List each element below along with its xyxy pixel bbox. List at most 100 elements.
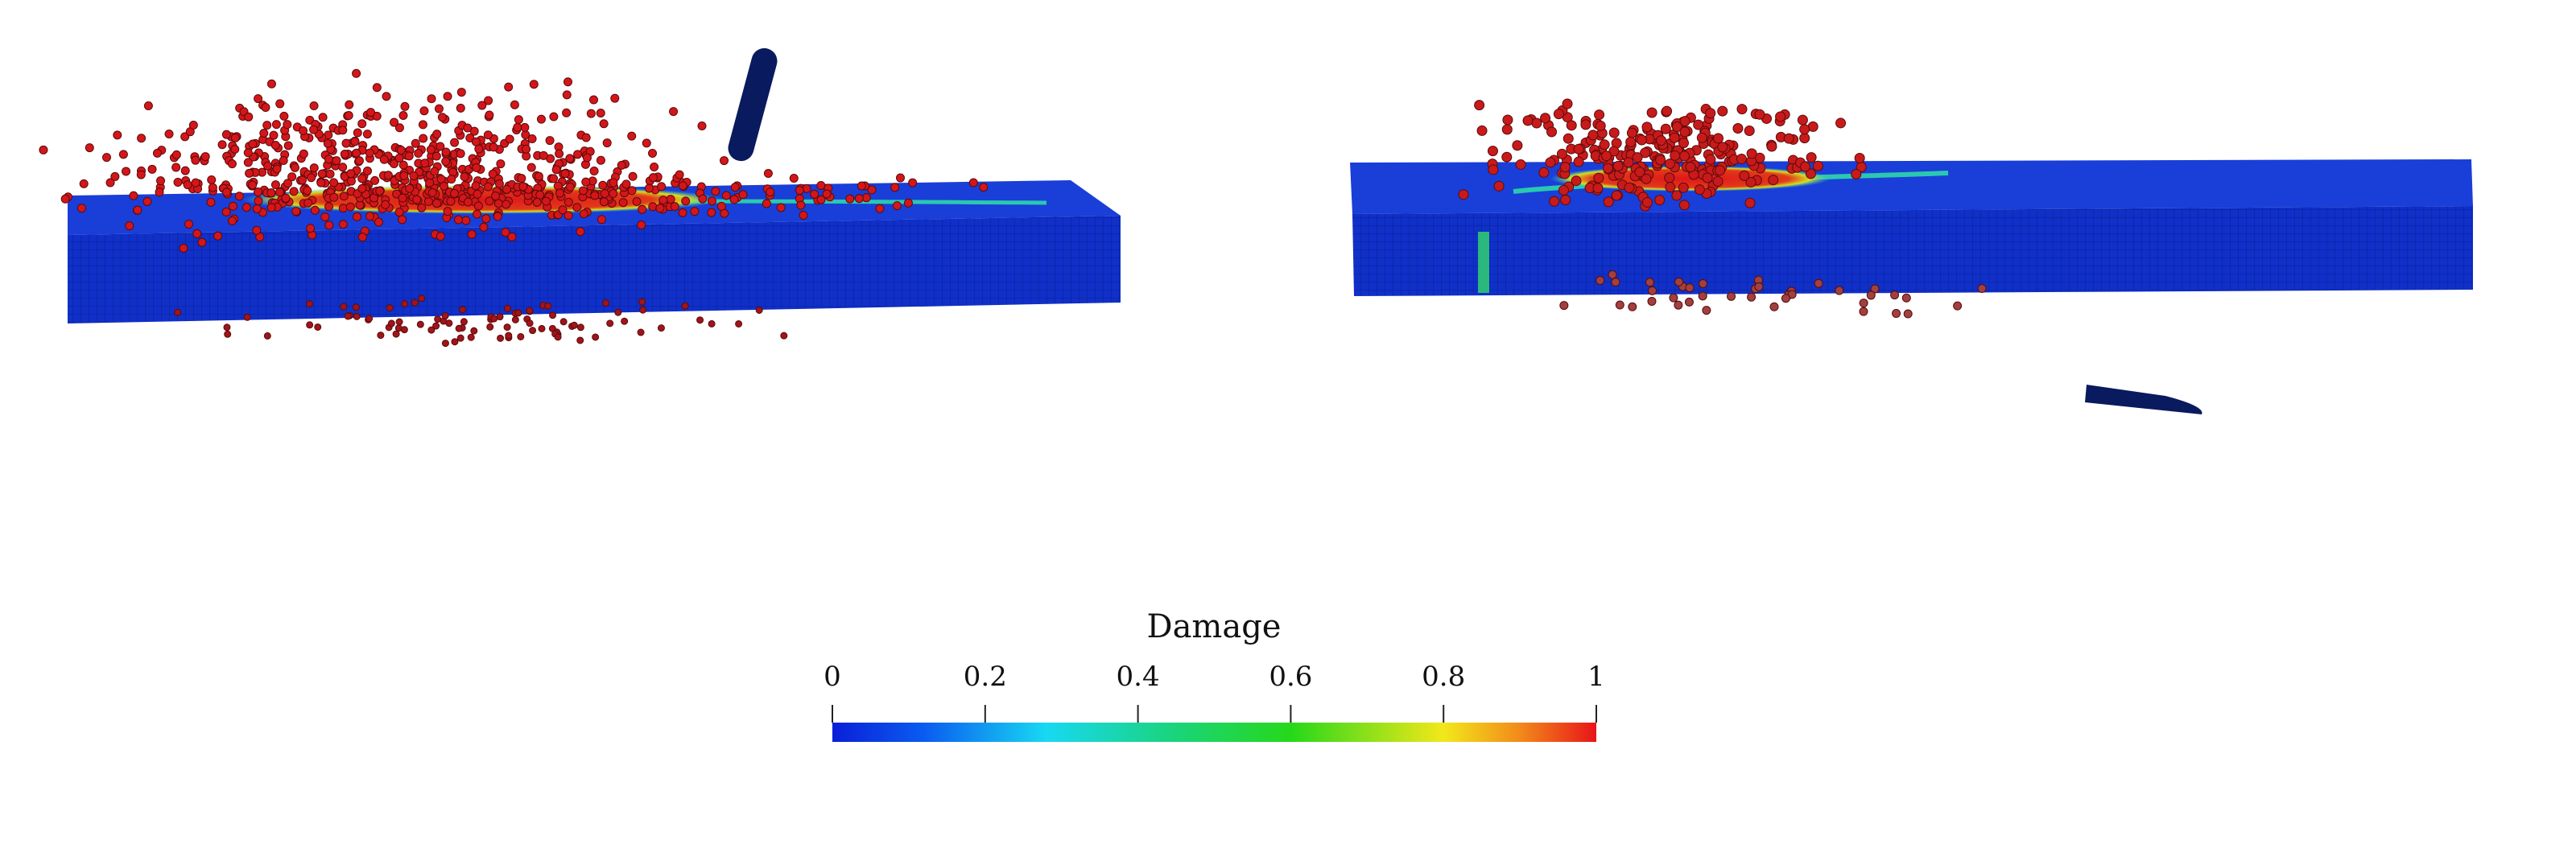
fragment bbox=[762, 199, 771, 208]
fragment bbox=[479, 222, 489, 232]
fragment bbox=[1602, 163, 1613, 174]
fragment bbox=[1615, 300, 1624, 310]
fragment bbox=[179, 243, 188, 253]
fragment bbox=[1601, 150, 1612, 162]
fragment bbox=[669, 107, 679, 117]
fragment bbox=[627, 186, 637, 196]
fragment bbox=[513, 122, 522, 132]
fragment bbox=[404, 151, 414, 161]
fragment bbox=[589, 95, 599, 105]
fragment bbox=[606, 319, 614, 328]
fragment bbox=[230, 133, 240, 142]
fragment bbox=[222, 187, 232, 197]
fragment bbox=[1669, 132, 1680, 143]
fragment bbox=[1736, 154, 1747, 165]
fragment bbox=[1493, 180, 1505, 192]
fragment bbox=[648, 202, 658, 212]
fragment bbox=[395, 318, 403, 326]
fragment bbox=[1592, 183, 1604, 194]
fragment bbox=[735, 319, 743, 328]
fragment bbox=[1580, 119, 1591, 130]
fragment bbox=[1678, 150, 1690, 162]
fragment bbox=[1599, 139, 1610, 150]
fragment bbox=[266, 79, 276, 89]
fragment bbox=[1698, 291, 1707, 301]
fragment bbox=[306, 321, 314, 329]
fragment bbox=[283, 179, 292, 188]
fragment bbox=[1685, 162, 1696, 173]
fragment bbox=[275, 99, 285, 109]
fragment bbox=[1549, 196, 1560, 207]
fragment bbox=[532, 197, 542, 207]
fragment bbox=[345, 100, 354, 109]
fragment bbox=[85, 143, 94, 153]
fragment bbox=[1501, 151, 1513, 163]
fragment bbox=[529, 327, 537, 335]
fragment bbox=[352, 68, 361, 78]
fragment bbox=[1705, 154, 1716, 165]
fragment bbox=[486, 323, 494, 331]
fragment bbox=[644, 183, 654, 193]
fragment bbox=[332, 156, 341, 166]
fragment bbox=[979, 183, 989, 192]
fragment bbox=[309, 101, 319, 111]
fragment bbox=[344, 111, 353, 121]
fragment bbox=[206, 197, 216, 207]
fragment bbox=[534, 171, 543, 181]
fragment bbox=[1628, 302, 1637, 311]
fragment bbox=[113, 130, 122, 140]
fragment bbox=[544, 302, 552, 310]
fragment bbox=[1476, 125, 1488, 136]
fragment bbox=[392, 189, 402, 199]
fragment bbox=[299, 149, 308, 159]
fragment bbox=[1595, 120, 1606, 131]
fragment bbox=[262, 121, 272, 130]
fragment bbox=[780, 332, 788, 340]
fragment bbox=[609, 178, 618, 187]
fragment bbox=[436, 142, 445, 151]
fragment bbox=[558, 205, 568, 215]
fragment bbox=[441, 147, 451, 157]
fragment bbox=[171, 150, 181, 159]
fragment bbox=[1531, 117, 1542, 129]
fragment bbox=[1678, 182, 1689, 193]
fragment bbox=[401, 300, 409, 308]
fragment bbox=[266, 188, 276, 198]
fragment bbox=[434, 104, 444, 113]
colorbar-gradient bbox=[832, 723, 1596, 742]
fragment bbox=[1835, 286, 1844, 295]
fragment bbox=[497, 334, 505, 342]
fragment bbox=[1717, 105, 1728, 117]
fragment bbox=[554, 333, 562, 341]
fragment bbox=[394, 324, 402, 332]
fragment bbox=[1515, 159, 1526, 170]
fragment bbox=[481, 214, 491, 224]
fragment bbox=[1608, 146, 1620, 157]
fragment bbox=[590, 191, 600, 200]
fragment bbox=[1640, 147, 1651, 159]
fragment bbox=[396, 146, 406, 155]
fragment bbox=[317, 169, 327, 179]
fragment bbox=[485, 110, 494, 120]
fragment bbox=[1783, 133, 1794, 144]
fragment bbox=[1593, 172, 1604, 183]
fragment bbox=[1732, 122, 1744, 134]
fragment bbox=[1736, 104, 1748, 115]
fragment bbox=[1859, 307, 1868, 316]
fragment bbox=[473, 209, 482, 219]
fragment bbox=[143, 101, 153, 110]
fragment bbox=[1655, 154, 1666, 166]
fragment bbox=[1674, 300, 1683, 310]
fragment bbox=[338, 220, 348, 229]
fragment bbox=[340, 303, 348, 311]
fragment bbox=[297, 175, 307, 185]
fragment bbox=[597, 215, 606, 225]
fragment bbox=[275, 187, 285, 197]
fragment bbox=[353, 312, 361, 320]
fragment bbox=[1685, 283, 1695, 293]
fragment bbox=[565, 182, 575, 192]
fragment bbox=[230, 144, 240, 154]
fragment bbox=[1540, 113, 1551, 124]
fragment bbox=[242, 203, 251, 212]
fragment bbox=[213, 231, 223, 241]
